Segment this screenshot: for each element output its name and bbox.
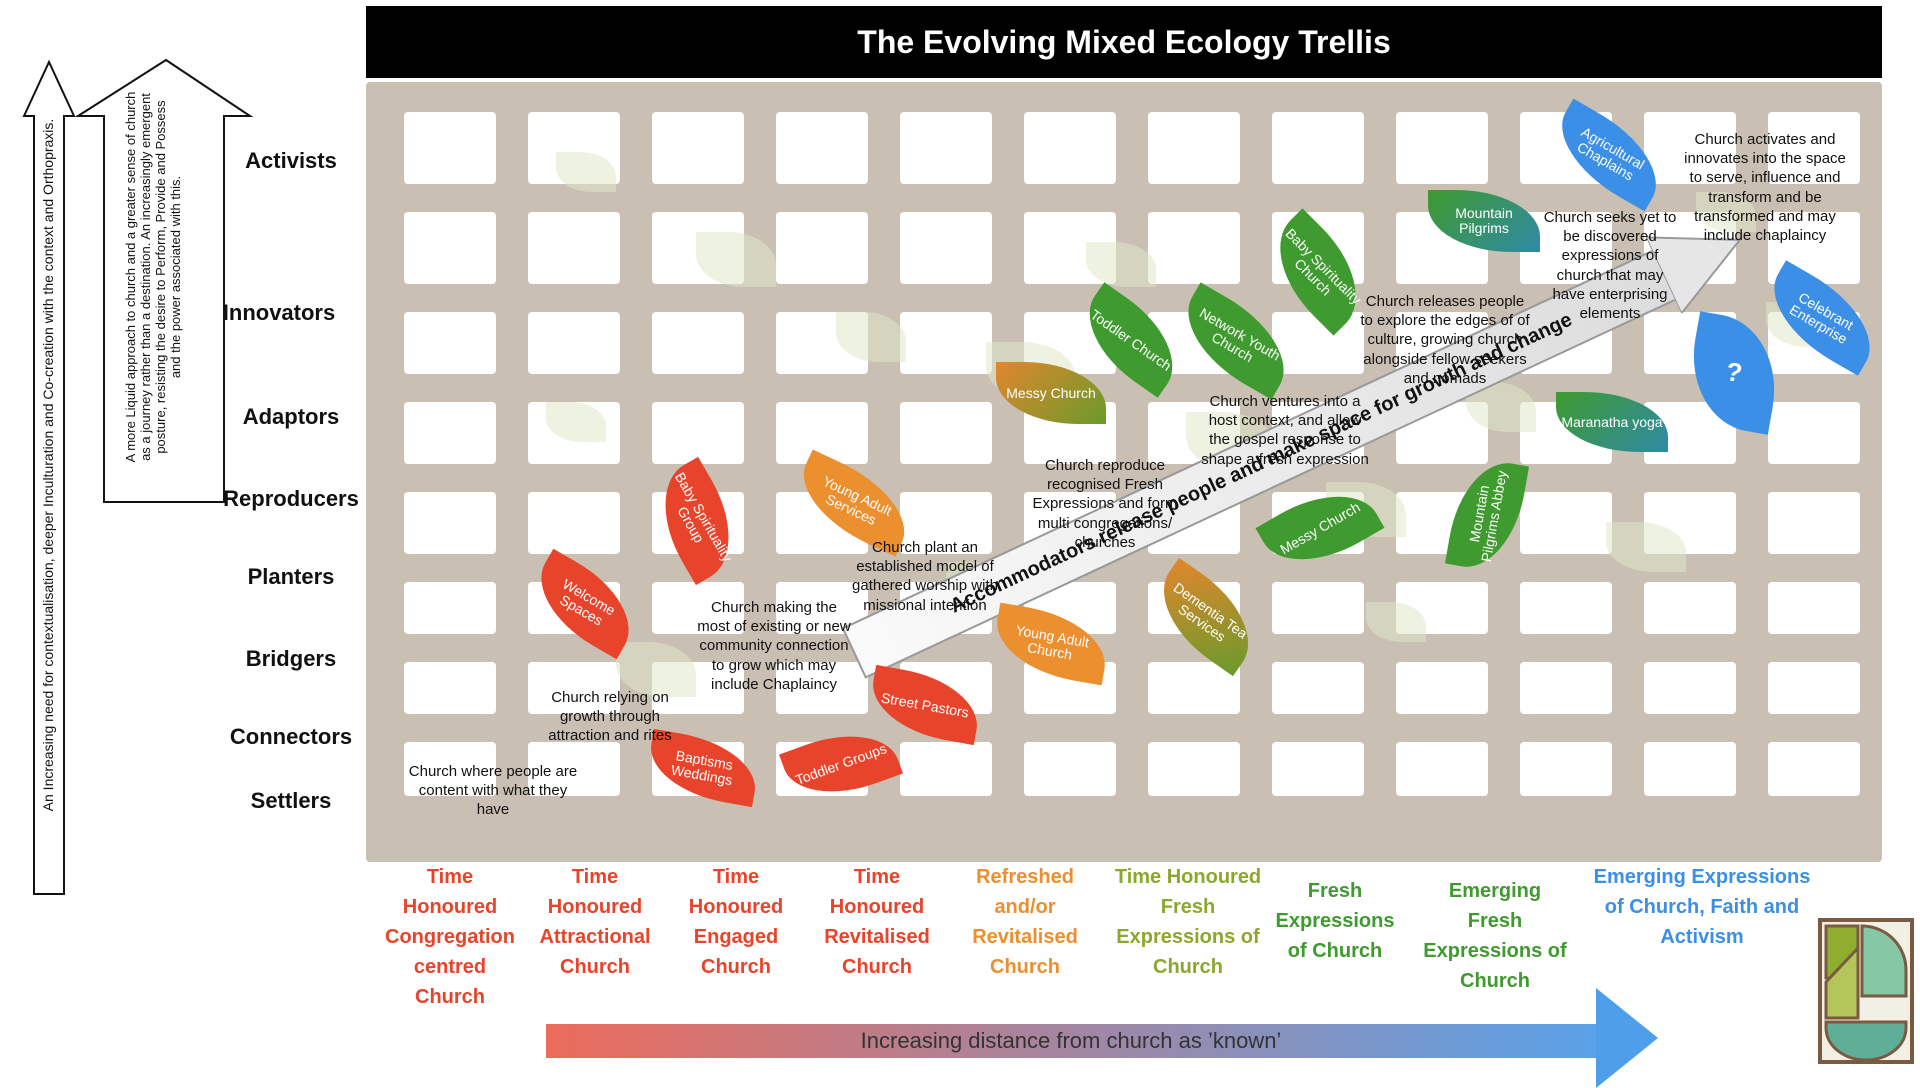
trellis-cell [1520, 662, 1612, 714]
trellis-cell [776, 212, 868, 284]
distance-arrow: Increasing distance from church as ’know… [546, 988, 1672, 1088]
role-bridgers: Bridgers [245, 646, 337, 671]
column-label-2: Time Honoured Attractional Church [539, 866, 651, 978]
trellis-cell [900, 312, 992, 374]
trellis-cell [1768, 492, 1860, 554]
accommodators-arrow: Accommodators release people and make sp… [836, 201, 1753, 679]
trellis-cell [1272, 582, 1364, 634]
left-arrow-1-text: An Increasing need for contextualisation… [40, 118, 56, 812]
column-label-6: Time Honoured Fresh Expressions of Churc… [1114, 866, 1262, 978]
page-title: The Evolving Mixed Ecology Trellis [366, 6, 1882, 78]
role-planters: Planters [247, 564, 335, 589]
trellis-cell [652, 402, 744, 464]
trellis-cell [1768, 402, 1860, 464]
leaf-mountain-pilgrims-label: Mountain Pilgrims [1455, 205, 1513, 236]
note-reproduce: Church reproduce recognised Fresh Expres… [1032, 457, 1178, 551]
role-adaptors: Adaptors [242, 404, 340, 429]
trellis-cell [1024, 112, 1116, 184]
trellis-cell [1768, 582, 1860, 634]
trellis-cell [528, 212, 620, 284]
trellis-cell [1396, 112, 1488, 184]
role-settlers: Settlers [250, 788, 332, 813]
trellis-cell [528, 662, 620, 714]
leaf-question-label: ? [1723, 356, 1745, 389]
column-label-7: Fresh Expressions of Church [1275, 880, 1395, 962]
left-arrow-2-text: A more Liquid approach to church and a g… [123, 91, 183, 463]
note-settlers: Church where people are content with wha… [408, 763, 578, 819]
trellis-cell [404, 662, 496, 714]
note-plant: Church plant an established model of gat… [852, 539, 998, 614]
trellis-cell [1520, 582, 1612, 634]
note-host: Church ventures into a host context, and… [1201, 393, 1369, 468]
note-seeks: Church seeks yet to be discovered expres… [1543, 209, 1677, 322]
column-label-5: Refreshed and/or Revitalised Church [972, 866, 1078, 978]
trellis-cell [1148, 212, 1240, 284]
leaf-messy-church-1-label: Messy Church [1006, 384, 1096, 401]
trellis-cell [1644, 742, 1736, 796]
trellis-cell [404, 492, 496, 554]
distance-arrow-label: Increasing distance from church as ’know… [546, 1024, 1596, 1058]
trellis-cell [900, 402, 992, 464]
trellis-cell [900, 742, 992, 796]
trellis-cell [528, 492, 620, 554]
note-activates: Church activates and innovates into the … [1684, 131, 1846, 244]
trellis-cell [1272, 742, 1364, 796]
trellis-cell [652, 582, 744, 634]
trellis-cell [1520, 492, 1612, 554]
leaf-maranatha-yoga-label: Maranatha yoga [1561, 413, 1663, 430]
trellis-cell [404, 402, 496, 464]
trellis-cell [1272, 112, 1364, 184]
trellis-cell [1644, 112, 1736, 184]
role-connectors: Connectors [229, 724, 353, 749]
trellis-cell [900, 112, 992, 184]
column-label-1: Time Honoured Congregation centred Churc… [385, 866, 515, 1008]
distance-arrowhead [1596, 988, 1658, 1088]
trellis-cell [528, 312, 620, 374]
trellis-cell [1148, 112, 1240, 184]
note-attraction: Church relying on growth through attract… [548, 689, 672, 745]
note-releases: Church releases people to explore the ed… [1360, 293, 1530, 387]
trellis-cell [1644, 582, 1736, 634]
trellis-cell [652, 112, 744, 184]
left-arrow-outer [22, 59, 76, 895]
trellis-cell [1396, 662, 1488, 714]
role-activists: Activists [245, 148, 337, 173]
role-innovators: Innovators [222, 300, 336, 325]
trellis-cell [1644, 662, 1736, 714]
trellis-cell [404, 312, 496, 374]
trellis-cell [404, 112, 496, 184]
trellis-cell [404, 212, 496, 284]
trellis-cell [900, 212, 992, 284]
trellis-cell [776, 112, 868, 184]
accommodators-arrowhead [1645, 236, 1742, 314]
trellis-cell [1520, 742, 1612, 796]
trellis-cell [1768, 662, 1860, 714]
trellis-cell [1148, 742, 1240, 796]
role-reproducers: Reproducers [223, 486, 359, 511]
trellis-cell [528, 742, 620, 796]
trellis-cell [1024, 742, 1116, 796]
column-label-3: Time Honoured Engaged Church [688, 866, 784, 978]
trellis-cell [404, 582, 496, 634]
trellis-cell [1768, 112, 1860, 184]
trellis-cell [1272, 662, 1364, 714]
trellis-logo-icon [1818, 918, 1914, 1064]
trellis-cell [652, 312, 744, 374]
left-arrow-inner [74, 58, 254, 503]
trellis-cell [776, 662, 868, 714]
trellis-cell [1272, 312, 1364, 374]
column-label-9: Emerging Expressions of Church, Faith an… [1593, 866, 1811, 948]
column-label-4: Time Honoured Revitalised Church [824, 866, 930, 978]
trellis-cell [1396, 742, 1488, 796]
column-label-8: Emerging Fresh Expressions of Church [1423, 880, 1567, 992]
trellis-cell [1768, 742, 1860, 796]
trellis-cell [900, 492, 992, 554]
note-existing: Church making the most of existing or ne… [697, 599, 851, 693]
trellis-cell [404, 742, 496, 796]
